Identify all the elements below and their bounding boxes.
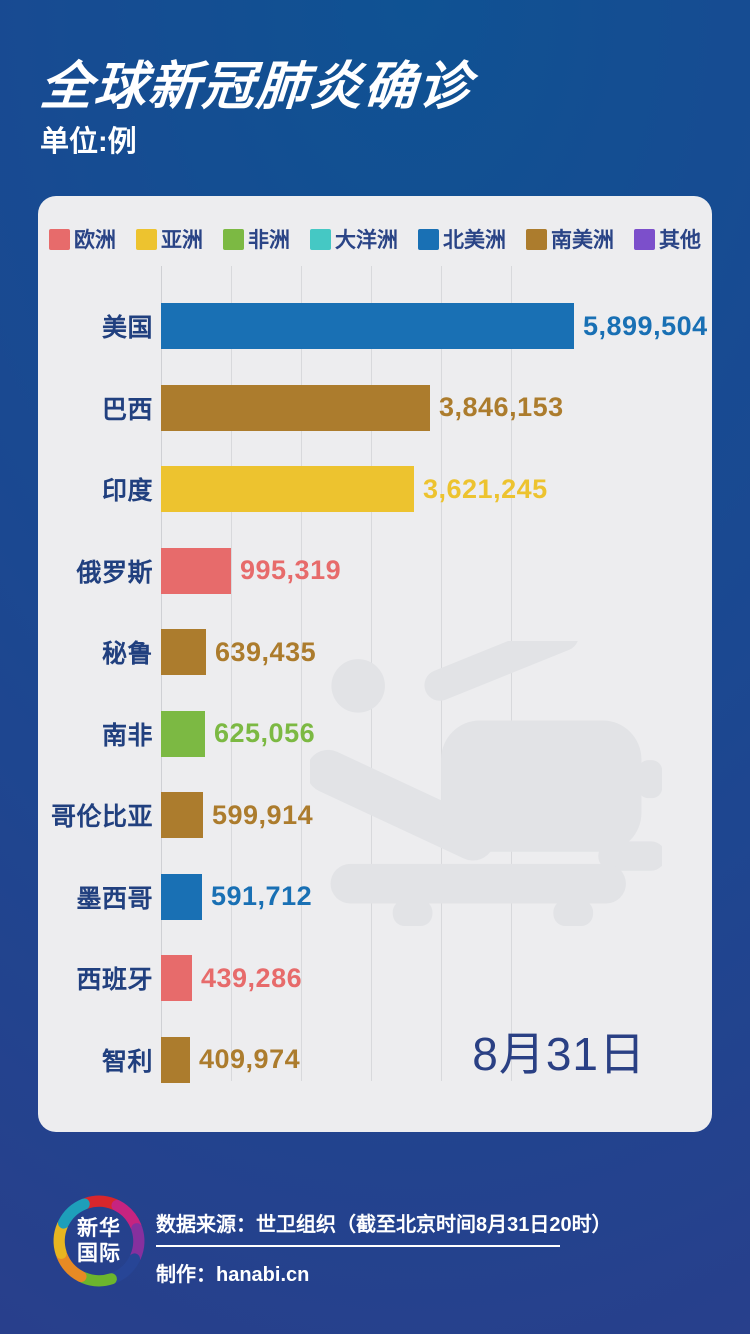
country-label: 西班牙 (76, 966, 153, 994)
bar-value: 409,974 (199, 1044, 301, 1074)
country-label: 美国 (101, 314, 153, 342)
legend-swatch-icon (223, 228, 244, 250)
gridline (231, 266, 232, 1081)
bar-row: 美国 5,899,504 (38, 285, 712, 367)
bar (161, 1036, 190, 1083)
bar-row: 西班牙 439,286 (38, 937, 712, 1019)
bar-value: 625,056 (214, 718, 316, 748)
legend-label: 北美洲 (443, 229, 506, 252)
legend-swatch-icon (49, 228, 70, 250)
bar-value: 3,846,153 (439, 392, 564, 422)
bar (161, 629, 206, 675)
country-label: 墨西哥 (76, 884, 153, 913)
data-source-text: 数据来源：世卫组织（截至北京时间8月31日20时） (156, 1214, 612, 1236)
chart-card: 欧洲 亚洲 非洲 大洋洲 北美洲 南美洲 其他 美国 5,899,504 巴西 3,846,153… (38, 196, 712, 1132)
bar-row: 哥伦比亚 599,914 (38, 774, 712, 856)
gridline (301, 266, 302, 1081)
legend-label: 亚洲 (161, 229, 203, 252)
legend-item: 欧洲 (49, 224, 116, 254)
logo-text: 新华 国际 (48, 1190, 150, 1292)
legend-label: 大洋洲 (335, 229, 398, 252)
page-title: 全球新冠肺炎确诊 (38, 58, 475, 116)
bar (161, 710, 205, 757)
legend-label: 其他 (659, 229, 701, 252)
bar-row: 南非 625,056 (38, 693, 712, 775)
legend-item: 南美洲 (526, 224, 614, 254)
bar-value: 3,621,245 (423, 473, 548, 504)
legend-item: 亚洲 (136, 224, 203, 254)
credit-text: 制作：hanabi.cn (156, 1264, 310, 1286)
bar (161, 873, 202, 920)
bar (161, 955, 192, 1001)
bar-value: 639,435 (215, 636, 317, 667)
bar-value: 5,899,504 (583, 310, 708, 341)
legend-item: 其他 (634, 224, 701, 254)
unit-label: 单位:例 (40, 126, 137, 158)
bar-value: 995,319 (240, 555, 342, 585)
legend-swatch-icon (310, 228, 331, 250)
logo-ring-icon (53, 1195, 145, 1287)
country-label: 智利 (101, 1047, 153, 1076)
bar (161, 384, 430, 431)
bar (161, 547, 231, 594)
legend-item: 大洋洲 (310, 224, 398, 254)
legend-label: 南美洲 (551, 229, 614, 252)
legend-swatch-icon (526, 228, 547, 250)
legend-label: 非洲 (248, 229, 290, 252)
bar-row: 印度 3,621,245 (38, 448, 712, 530)
bar-row: 俄罗斯 995,319 (38, 530, 712, 612)
country-label: 秘鲁 (101, 640, 153, 668)
bar-value: 439,286 (201, 962, 303, 993)
footer: 新华 国际 数据来源：世卫组织（截至北京时间8月31日20时） 制作：hanab… (0, 1132, 750, 1334)
bar-value: 599,914 (212, 799, 314, 830)
bar-row: 智利 409,974 (38, 1019, 712, 1101)
country-label: 南非 (101, 721, 153, 750)
country-label: 哥伦比亚 (50, 803, 153, 831)
bar (161, 792, 203, 838)
legend-item: 北美洲 (418, 224, 506, 254)
legend-swatch-icon (136, 228, 157, 250)
xinhua-international-logo: 新华 国际 (48, 1190, 150, 1292)
legend-swatch-icon (418, 228, 439, 250)
country-label: 巴西 (101, 395, 153, 424)
bar-row: 墨西哥 591,712 (38, 856, 712, 938)
chart-legend: 欧洲 亚洲 非洲 大洋洲 北美洲 南美洲 其他 (38, 224, 712, 254)
country-label: 俄罗斯 (76, 558, 153, 587)
bar-value: 591,712 (211, 881, 313, 911)
country-label: 印度 (101, 477, 153, 505)
footer-divider (156, 1245, 560, 1247)
hospital-stretcher-icon (310, 641, 662, 926)
logo-text-line1: 新华 (77, 1217, 121, 1240)
logo-text-line2: 国际 (77, 1242, 121, 1265)
legend-label: 欧洲 (74, 229, 116, 252)
chart-date: 8月31日 (472, 1028, 646, 1080)
bar-row: 巴西 3,846,153 (38, 367, 712, 449)
bar (161, 466, 414, 512)
legend-item: 非洲 (223, 224, 290, 254)
gridline (511, 266, 512, 1081)
bar (161, 303, 574, 349)
legend-swatch-icon (634, 228, 655, 250)
bar-row: 秘鲁 639,435 (38, 611, 712, 693)
